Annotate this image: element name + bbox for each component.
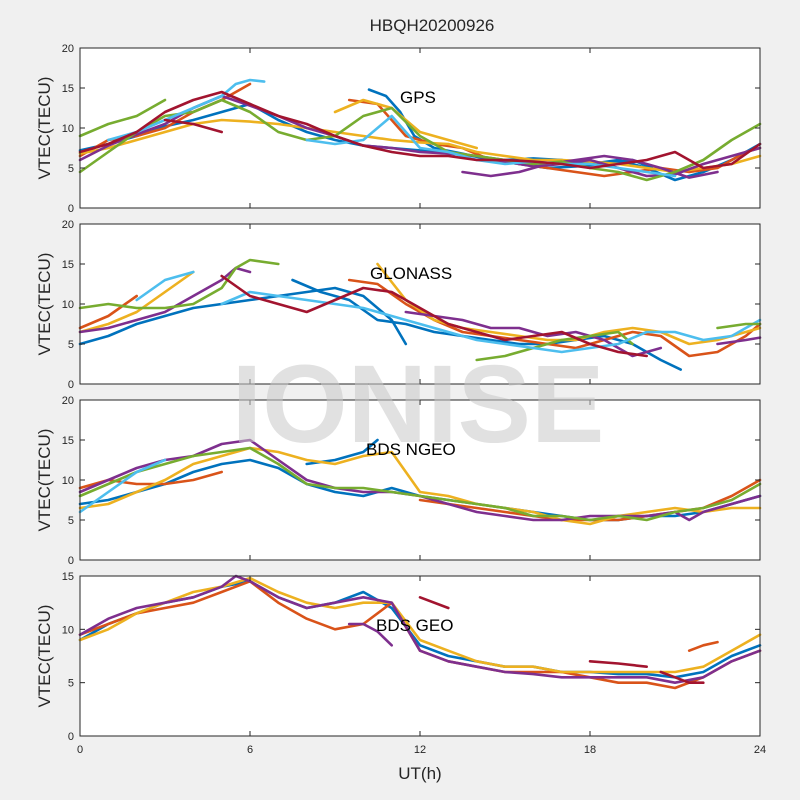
series-line	[687, 640, 719, 652]
y-tick-label: 5	[68, 515, 74, 527]
y-tick-label: 15	[62, 83, 74, 95]
series-line	[78, 446, 762, 526]
x-tick-label: 18	[584, 744, 596, 756]
series-line	[78, 576, 762, 674]
series-line	[78, 98, 167, 138]
y-tick-label: 20	[62, 43, 74, 55]
series-line	[659, 670, 705, 684]
x-axis-label: UT(h)	[398, 764, 441, 783]
series-line	[716, 322, 762, 330]
plot-area	[80, 48, 760, 208]
panel-label: GPS	[400, 88, 436, 107]
series-line	[418, 596, 450, 610]
series-line	[588, 660, 648, 668]
x-tick-label: 12	[414, 744, 426, 756]
series-line	[78, 574, 762, 684]
y-tick-label: 5	[68, 339, 74, 351]
series-line	[78, 294, 138, 330]
y-tick-label: 10	[62, 624, 74, 636]
y-axis-label: VTEC(TECU)	[35, 429, 54, 532]
y-tick-label: 20	[62, 219, 74, 231]
series-line	[163, 118, 223, 134]
series-line	[135, 270, 195, 302]
y-tick-label: 20	[62, 395, 74, 407]
y-tick-label: 5	[68, 678, 74, 690]
panel-label: BDS NGEO	[366, 440, 456, 459]
panel-gps: 0 5 10 15 20 VTEC(TECU) GPS	[35, 43, 762, 215]
series-line	[347, 622, 393, 647]
series-line	[305, 114, 677, 178]
panel-label: GLONASS	[370, 264, 452, 283]
y-axis-label: VTEC(TECU)	[35, 605, 54, 708]
y-tick-label: 10	[62, 123, 74, 135]
x-tick-label: 24	[754, 744, 766, 756]
y-tick-label: 10	[62, 299, 74, 311]
panel-label: BDS GEO	[376, 616, 453, 635]
series-line	[220, 274, 648, 358]
y-tick-label: 0	[68, 203, 74, 215]
series-line	[220, 290, 762, 354]
y-tick-label: 5	[68, 163, 74, 175]
series-line	[347, 98, 762, 178]
y-tick-label: 0	[68, 379, 74, 391]
series-line	[475, 330, 634, 362]
series-line	[333, 98, 478, 150]
series-line	[78, 446, 762, 522]
series-line	[404, 310, 663, 358]
x-tick-label: 6	[247, 744, 253, 756]
series-line	[78, 90, 762, 170]
y-tick-label: 15	[62, 259, 74, 271]
panel-bds-geo: 0 5 10 15 0 6 12 18 24 VTEC(TECU) BDS GEO	[35, 571, 766, 756]
panels-group: 0 5 10 15 20 VTEC(TECU) GPS 0 5 10 15 20 VTEC(TECU) G…	[35, 43, 766, 756]
y-axis-label: VTEC(TECU)	[35, 77, 54, 180]
y-tick-label: 10	[62, 475, 74, 487]
y-tick-label: 0	[68, 731, 74, 743]
series-line	[78, 98, 762, 182]
y-tick-label: 15	[62, 571, 74, 583]
series-line	[78, 270, 195, 334]
series-line	[347, 278, 762, 358]
figure-title: HBQH20200926	[370, 16, 495, 35]
y-axis-label: VTEC(TECU)	[35, 253, 54, 356]
panel-glonass: 0 5 10 15 20 VTEC(TECU) GLONASS	[35, 219, 762, 391]
series-line	[716, 336, 762, 346]
panel-bds-ngeo: 0 5 10 15 20 VTEC(TECU) BDS NGEO	[35, 395, 762, 567]
y-tick-label: 0	[68, 555, 74, 567]
x-tick-label: 0	[77, 744, 83, 756]
series-line	[78, 458, 167, 514]
watermark: IONISE	[232, 343, 605, 466]
series-line	[78, 258, 280, 310]
series-line	[78, 286, 408, 346]
y-tick-label: 15	[62, 435, 74, 447]
